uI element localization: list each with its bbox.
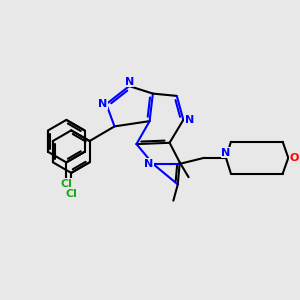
Text: N: N [221,148,231,158]
Text: Cl: Cl [65,189,77,199]
Text: N: N [124,76,134,87]
Text: Cl: Cl [60,179,72,189]
Text: O: O [290,153,299,163]
Text: N: N [98,99,107,109]
Text: N: N [144,159,153,169]
Text: N: N [184,115,194,125]
